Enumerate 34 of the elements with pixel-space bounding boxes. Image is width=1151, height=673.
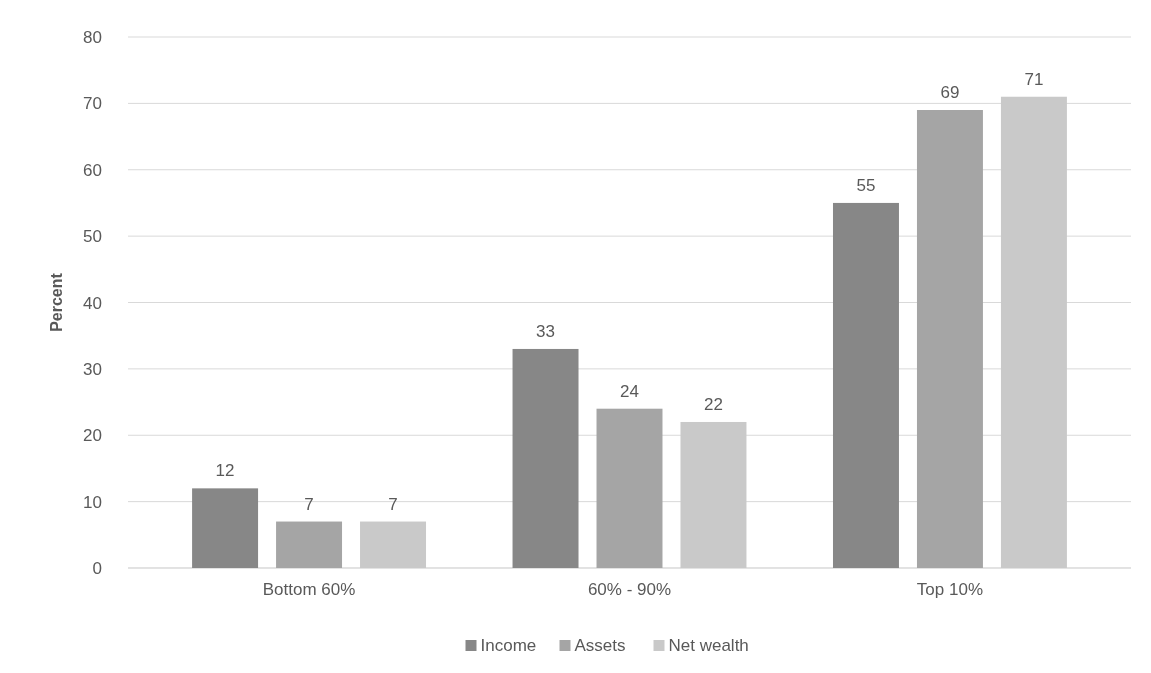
data-label: 7	[388, 494, 398, 514]
data-label: 24	[620, 381, 639, 401]
bar	[1000, 96, 1067, 568]
y-tick-label: 70	[83, 94, 102, 114]
y-tick-label: 80	[83, 28, 102, 47]
bar	[596, 408, 663, 568]
data-label: 7	[304, 494, 314, 514]
data-label: 71	[1024, 69, 1044, 89]
data-label: 55	[856, 175, 876, 195]
x-tick-label: 60% - 90%	[587, 580, 672, 599]
y-tick-label: 60	[83, 160, 102, 180]
data-label: 33	[536, 321, 555, 341]
data-label: 69	[940, 83, 960, 103]
bar	[916, 110, 983, 568]
bar	[832, 202, 899, 568]
y-tick-label: 50	[83, 227, 102, 247]
bar	[512, 348, 579, 568]
legend-label: Assets	[574, 636, 626, 655]
x-tick-label: Bottom 60%	[262, 580, 356, 599]
bar	[360, 521, 427, 568]
y-tick-label: 10	[83, 492, 102, 512]
y-axis-title: Percent	[48, 272, 65, 332]
y-tick-label: 20	[83, 426, 102, 446]
bar	[276, 521, 343, 568]
bar	[680, 421, 747, 568]
legend-label: Income	[480, 636, 537, 655]
data-label: 12	[215, 461, 235, 481]
legend-label: Net wealth	[668, 636, 749, 655]
bar	[192, 488, 259, 568]
x-tick-label: Top 10%	[916, 580, 984, 599]
y-tick-label: 40	[83, 293, 102, 313]
data-label: 22	[704, 394, 723, 414]
y-tick-label: 0	[92, 559, 102, 578]
y-tick-label: 30	[83, 359, 102, 379]
